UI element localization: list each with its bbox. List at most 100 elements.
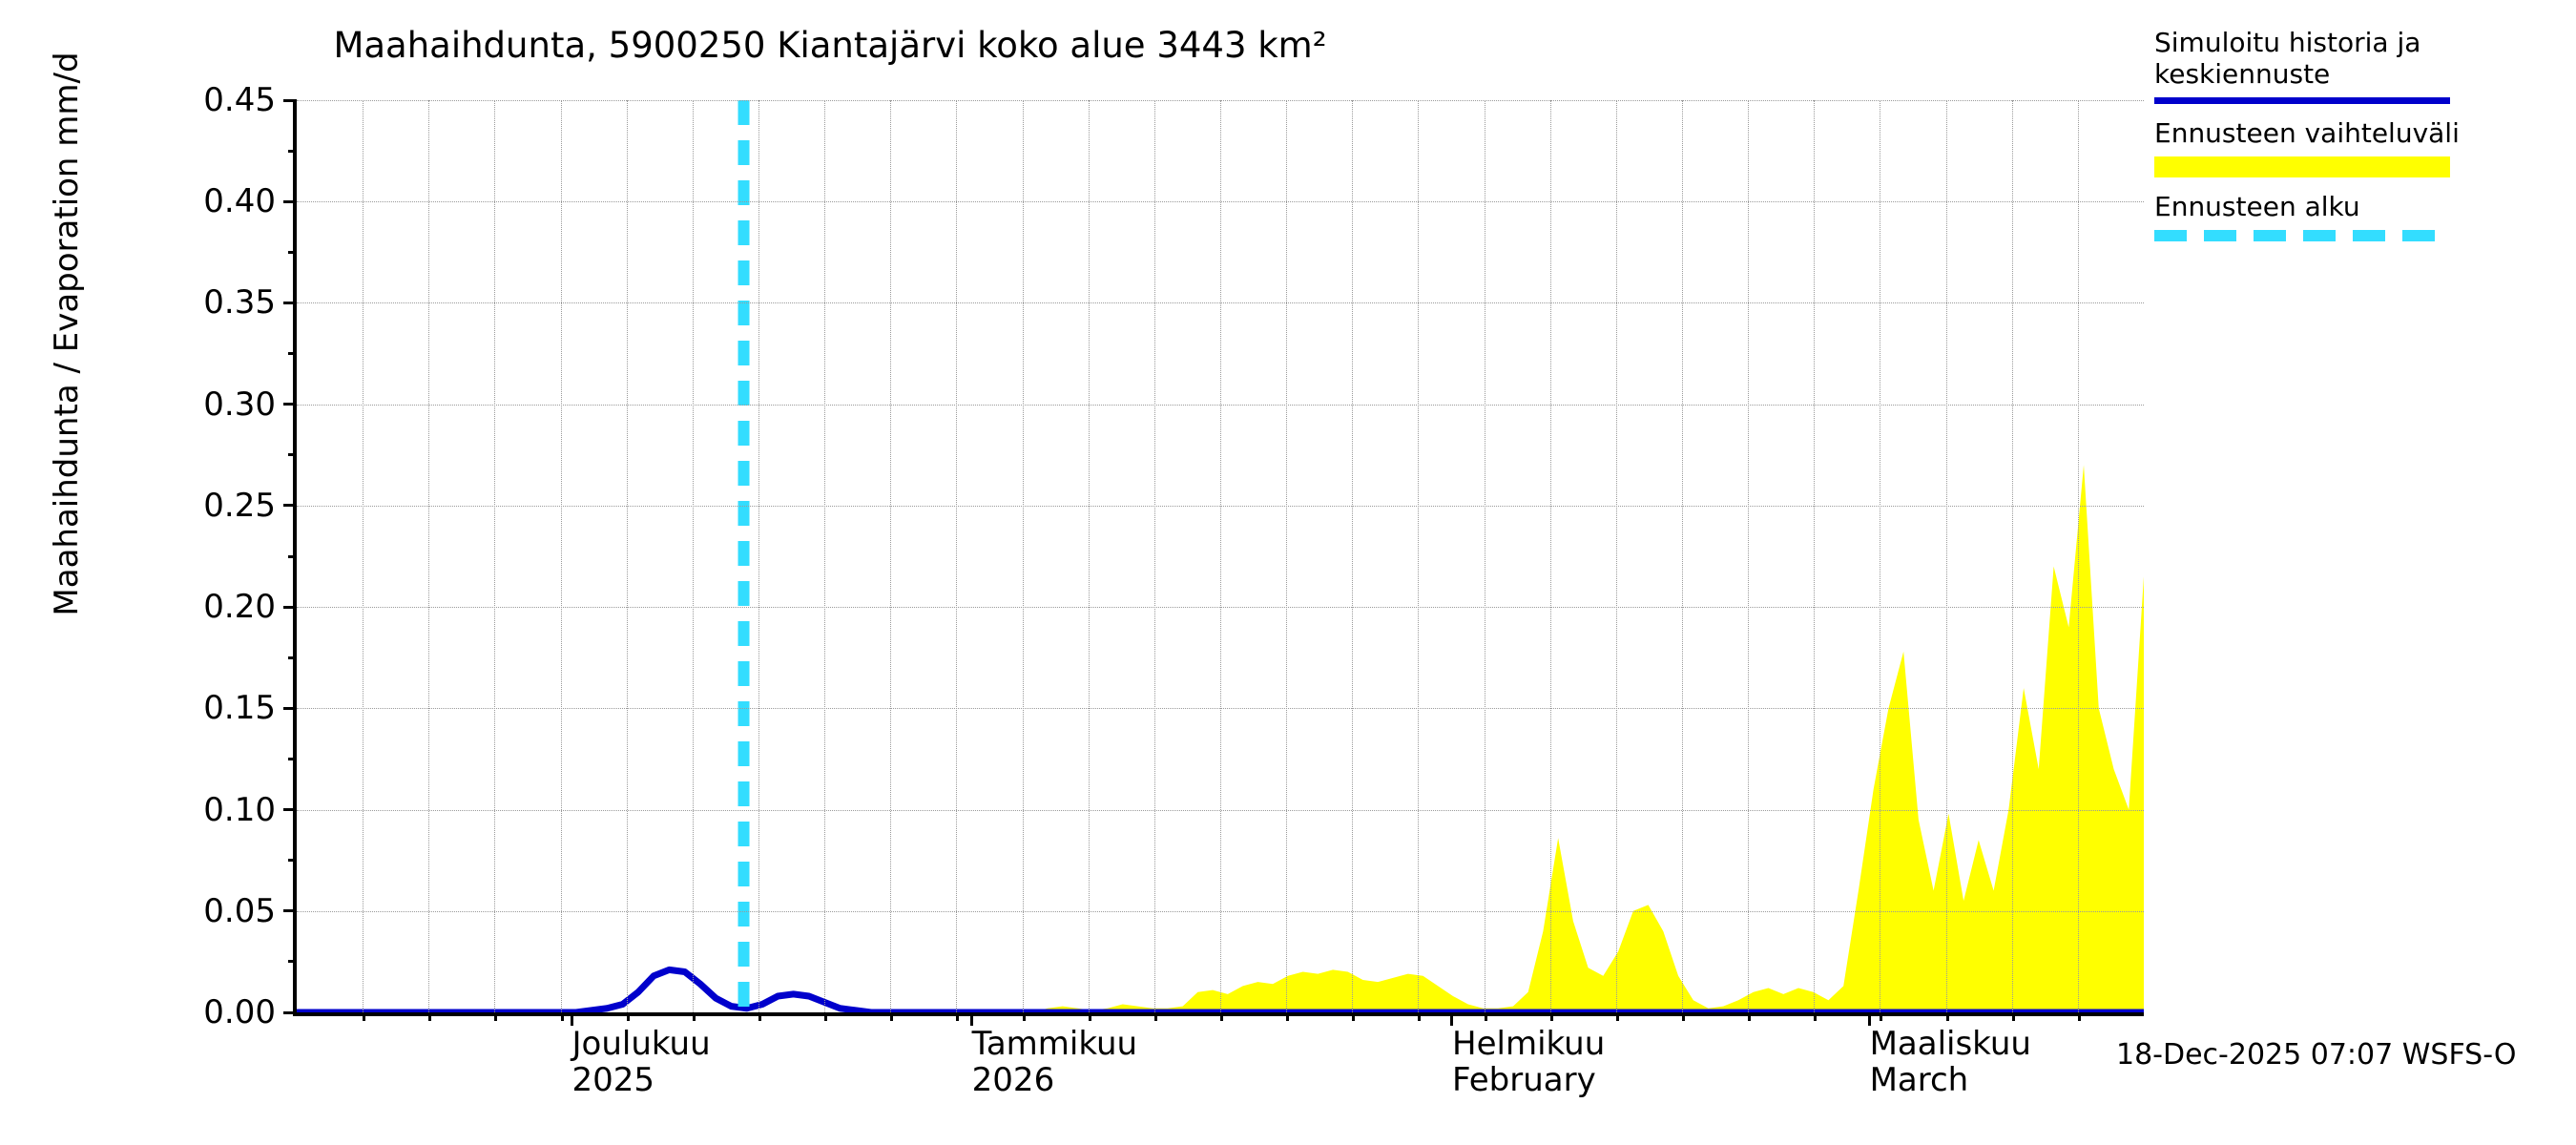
footer-timestamp: 18-Dec-2025 07:07 WSFS-O — [2116, 1038, 2517, 1072]
x-axis-minor-tick — [1880, 1012, 1883, 1021]
x-axis-minor-tick — [428, 1012, 432, 1021]
y-axis-tick — [283, 199, 297, 203]
x-axis-minor-tick — [494, 1012, 498, 1021]
forecast-range-band — [297, 465, 2144, 1012]
x-gridline — [824, 100, 826, 1012]
x-axis-minor-tick — [1945, 1012, 1949, 1021]
x-gridline — [692, 100, 694, 1012]
x-axis-minor-tick — [1615, 1012, 1619, 1021]
x-gridline — [1748, 100, 1750, 1012]
x-axis-minor-tick — [560, 1012, 564, 1021]
legend-item-forecast-start: Ennusteen alku — [2154, 191, 2574, 242]
y-axis-tick — [283, 301, 297, 304]
legend-item-history: Simuloitu historia ja keskiennuste — [2154, 27, 2574, 105]
x-axis-tick-label: Maaliskuu March — [1870, 1026, 2031, 1098]
y-axis-minor-tick — [288, 149, 297, 153]
legend-label-history-line2: keskiennuste — [2154, 58, 2331, 91]
y-axis-tick — [283, 504, 297, 508]
x-gridline — [1945, 100, 1947, 1012]
y-axis-tick — [283, 403, 297, 406]
y-axis-minor-tick — [288, 859, 297, 863]
y-axis-tick — [283, 98, 297, 102]
y-axis-tick-label: 0.40 — [203, 182, 276, 221]
x-axis-minor-tick — [824, 1012, 828, 1021]
x-axis-minor-tick — [1682, 1012, 1685, 1021]
x-gridline — [428, 100, 430, 1012]
y-axis-minor-tick — [288, 453, 297, 457]
y-axis-tick — [283, 808, 297, 812]
x-gridline — [890, 100, 892, 1012]
legend-swatch-forecast-start — [2154, 230, 2450, 242]
x-axis-minor-tick — [1418, 1012, 1422, 1021]
x-axis-tick-label-en: March — [1869, 1061, 1969, 1100]
x-axis-minor-tick — [1022, 1012, 1026, 1021]
simulated-history-line — [297, 966, 2144, 1012]
x-gridline — [1814, 100, 1816, 1012]
x-gridline — [758, 100, 759, 1012]
x-axis-tick-label: Joulukuu 2025 — [572, 1026, 711, 1098]
y-axis-tick-label: 0.05 — [203, 891, 276, 930]
y-axis-minor-tick — [288, 554, 297, 558]
y-axis-tick-label: 0.20 — [203, 588, 276, 627]
legend-swatch-history — [2154, 97, 2450, 105]
y-axis-tick-label: 0.45 — [203, 81, 276, 119]
x-gridline — [1153, 100, 1155, 1012]
legend-swatch-range — [2154, 156, 2450, 178]
y-axis-tick-label: 0.00 — [203, 993, 276, 1031]
legend-item-range: Ennusteen vaihteluväli — [2154, 117, 2574, 178]
y-axis-tick — [283, 605, 297, 609]
y-axis-minor-tick — [288, 352, 297, 356]
x-axis-minor-tick — [692, 1012, 696, 1021]
x-axis-minor-tick — [1484, 1012, 1487, 1021]
x-axis-tick-label-en: February — [1452, 1061, 1596, 1100]
x-axis-minor-tick — [2077, 1012, 2081, 1021]
x-gridline — [626, 100, 628, 1012]
y-axis-tick — [283, 706, 297, 710]
x-axis-minor-tick — [956, 1012, 960, 1021]
x-axis-tick — [1867, 1012, 1871, 1026]
x-axis-tick-label: Helmikuu February — [1452, 1026, 1605, 1098]
page-title: Maahaihdunta, 5900250 Kiantajärvi koko a… — [333, 25, 1327, 66]
x-axis-minor-tick — [758, 1012, 761, 1021]
x-gridline — [494, 100, 496, 1012]
x-axis-minor-tick — [1153, 1012, 1157, 1021]
x-axis-minor-tick — [890, 1012, 894, 1021]
x-gridline — [1418, 100, 1420, 1012]
x-gridline — [1088, 100, 1090, 1012]
x-axis-tick-label-fi: Tammikuu — [971, 1025, 1138, 1063]
x-axis-tick-label-fi: Joulukuu — [571, 1025, 711, 1063]
x-gridline — [1549, 100, 1551, 1012]
x-axis-minor-tick — [363, 1012, 366, 1021]
x-axis-minor-tick — [1286, 1012, 1290, 1021]
x-gridline — [2011, 100, 2013, 1012]
y-axis-minor-tick — [288, 250, 297, 254]
x-gridline — [2077, 100, 2079, 1012]
y-axis-tick-label: 0.35 — [203, 283, 276, 323]
x-axis-minor-tick — [1220, 1012, 1223, 1021]
y-axis-tick-label: 0.25 — [203, 486, 276, 525]
y-axis-minor-tick — [288, 656, 297, 659]
x-gridline — [363, 100, 364, 1012]
x-axis-minor-tick — [626, 1012, 630, 1021]
y-axis-label: Maahaihdunta / Evaporation mm/d — [48, 52, 86, 616]
y-axis-minor-tick — [288, 960, 297, 964]
plot-area: 0.00 0.05 0.10 0.15 0.20 0.25 0.30 0.35 0.40 0.45 — [203, 81, 2144, 1031]
x-axis-minor-tick — [1352, 1012, 1356, 1021]
legend-label-forecast-start: Ennusteen alku — [2154, 191, 2360, 223]
x-axis-tick — [1450, 1012, 1454, 1026]
x-axis-tick-label-en: 2025 — [571, 1061, 655, 1100]
y-axis-tick-label: 0.15 — [203, 689, 276, 728]
x-axis-minor-tick — [1814, 1012, 1818, 1021]
x-axis-tick-label-en: 2026 — [971, 1061, 1055, 1100]
x-gridline — [1022, 100, 1024, 1012]
y-axis-tick — [283, 1010, 297, 1014]
legend-label-range: Ennusteen vaihteluväli — [2154, 117, 2460, 150]
y-axis-tick-label: 0.30 — [203, 385, 276, 424]
y-axis-tick-label: 0.10 — [203, 790, 276, 829]
legend: Simuloitu historia ja keskiennuste Ennus… — [2154, 27, 2574, 255]
x-gridline — [1615, 100, 1617, 1012]
y-axis-minor-tick — [288, 757, 297, 760]
x-axis-minor-tick — [1549, 1012, 1553, 1021]
legend-label-history-line1: Simuloitu historia ja — [2154, 27, 2421, 58]
